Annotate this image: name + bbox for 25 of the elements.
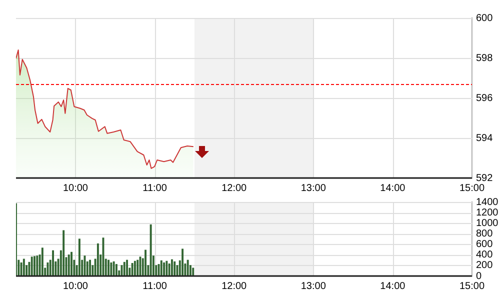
y-tick-label: 600 [476,12,494,24]
x-tick-label: 12:00 [222,182,248,194]
x-tick-label: 14:00 [380,182,406,194]
y-tick-label: 598 [476,52,494,64]
x-tick-label: 13:00 [300,280,326,292]
x-tick-label: 13:00 [300,182,326,194]
y-tick-label: 1400 [476,196,499,208]
x-tick-label: 11:00 [142,182,168,194]
x-tick-label: 12:00 [222,280,248,292]
y-tick-label: 600 [476,239,494,250]
y-tick-label: 800 [476,228,494,240]
y-tick-label: 594 [476,132,494,144]
x-tick-label: 15:00 [459,182,485,194]
y-tick-label: 596 [476,92,494,104]
x-tick-label: 10:00 [62,182,88,194]
y-tick-label: 200 [476,260,494,272]
y-tick-label: 1200 [476,207,499,218]
x-tick-label: 10:00 [62,280,88,292]
x-tick-label: 15:00 [459,280,485,292]
x-tick-label: 14:00 [380,280,406,292]
x-tick-label: 11:00 [142,280,168,292]
y-tick-label: 0 [476,270,482,282]
y-tick-label: 1000 [476,218,499,229]
y-tick-label: 400 [476,250,494,261]
y-tick-label: 592 [476,172,494,184]
